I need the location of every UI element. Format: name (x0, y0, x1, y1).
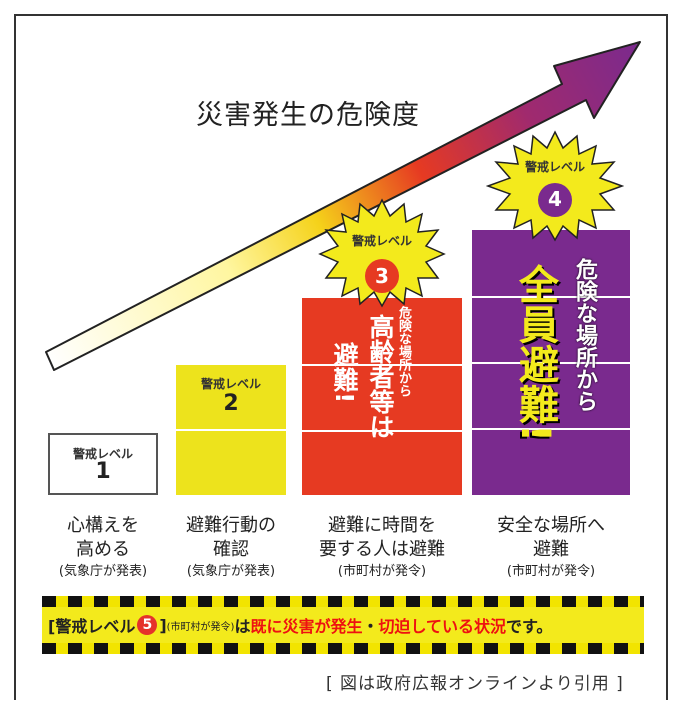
level-5-number: 5 (137, 615, 158, 635)
banner-issuer: (市町村が発令) (166, 621, 235, 633)
level-1-desc-line1: 心構えを (67, 515, 139, 536)
level-1-source: (気象庁が発表) (58, 564, 148, 579)
banner-separator: ・ (362, 617, 379, 636)
level-3-desc-line2: 要する人は避難 (319, 539, 445, 560)
risk-title: 災害発生の危険度 (196, 100, 420, 131)
source-caption: [ 図は政府広報オンラインより引用 ] (326, 674, 624, 694)
level-2-source: (気象庁が発表) (186, 564, 276, 579)
level-4-source: (市町村が発令) (506, 564, 596, 579)
level-4-starburst (486, 130, 624, 242)
level-3-desc-line1: 避難に時間を (328, 515, 436, 536)
level-5-banner: [警戒レベル 5 ] (市町村が発令) は 既に災害が発生 ・ 切迫している状況… (42, 596, 644, 654)
level-3-box (302, 298, 462, 495)
banner-highlight-2: 切迫している状況 (378, 617, 507, 636)
level-1-number: 1 (95, 459, 111, 484)
level-3-description: 避難に時間を 要する人は避難 (市町村が発令) (296, 514, 468, 582)
banner-prefix: [警戒レベル (48, 617, 136, 636)
level-2-desc-line2: 確認 (213, 539, 249, 560)
level-1-description: 心構えを 高める (気象庁が発表) (40, 514, 166, 582)
level-1-desc-line2: 高める (76, 539, 130, 560)
level-2-desc-line1: 避難行動の (186, 515, 276, 536)
level-4-desc-line2: 避難 (533, 539, 569, 560)
banner-highlight-1: 既に災害が発生 (250, 617, 363, 636)
level-2-box: 警戒レベル 2 (176, 365, 286, 495)
level-4-description: 安全な場所へ 避難 (市町村が発令) (470, 514, 632, 582)
level-3-callout-small: 危険な場所から (396, 306, 411, 397)
figure-frame (14, 14, 668, 700)
level-5-banner-text: [警戒レベル 5 ] (市町村が発令) は 既に災害が発生 ・ 切迫している状況… (42, 607, 644, 643)
banner-suffix: ] (159, 615, 167, 635)
level-4-number: 4 (548, 187, 562, 211)
level-4-desc-line1: 安全な場所へ (497, 515, 605, 536)
level-3-source: (市町村が発令) (337, 564, 427, 579)
level-2-description: 避難行動の 確認 (気象庁が発表) (168, 514, 294, 582)
banner-particle: は (234, 617, 251, 636)
level-3-callout-big2: 避難! (330, 342, 359, 404)
level-4-callout-big: 全員避難! (512, 264, 558, 443)
level-1-label: 警戒レベル (72, 447, 133, 461)
level-2-number: 2 (223, 391, 239, 416)
level-3-callout-big: 高齢者等は (366, 314, 395, 439)
level-3-label: 警戒レベル (351, 234, 412, 248)
level-4-box (472, 230, 630, 495)
level-1-box: 警戒レベル 1 (48, 433, 158, 495)
level-2-label: 警戒レベル (200, 377, 261, 391)
level-4-callout-small: 危険な場所から (572, 258, 597, 412)
level-3-starburst (318, 198, 446, 308)
banner-tail: です。 (506, 617, 553, 636)
level-3-number: 3 (375, 264, 389, 288)
level-4-label: 警戒レベル (524, 160, 585, 174)
